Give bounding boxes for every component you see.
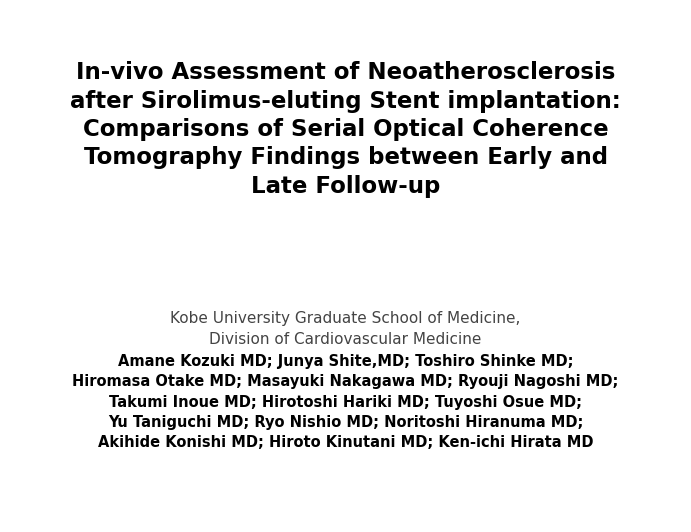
Text: Amane Kozuki MD; Junya Shite,MD; Toshiro Shinke MD;
Hiromasa Otake MD; Masayuki : Amane Kozuki MD; Junya Shite,MD; Toshiro… (73, 354, 618, 451)
Text: Kobe University Graduate School of Medicine,
Division of Cardiovascular Medicine: Kobe University Graduate School of Medic… (170, 311, 521, 347)
Text: In-vivo Assessment of Neoatherosclerosis
after Sirolimus-eluting Stent implantat: In-vivo Assessment of Neoatherosclerosis… (70, 61, 621, 198)
